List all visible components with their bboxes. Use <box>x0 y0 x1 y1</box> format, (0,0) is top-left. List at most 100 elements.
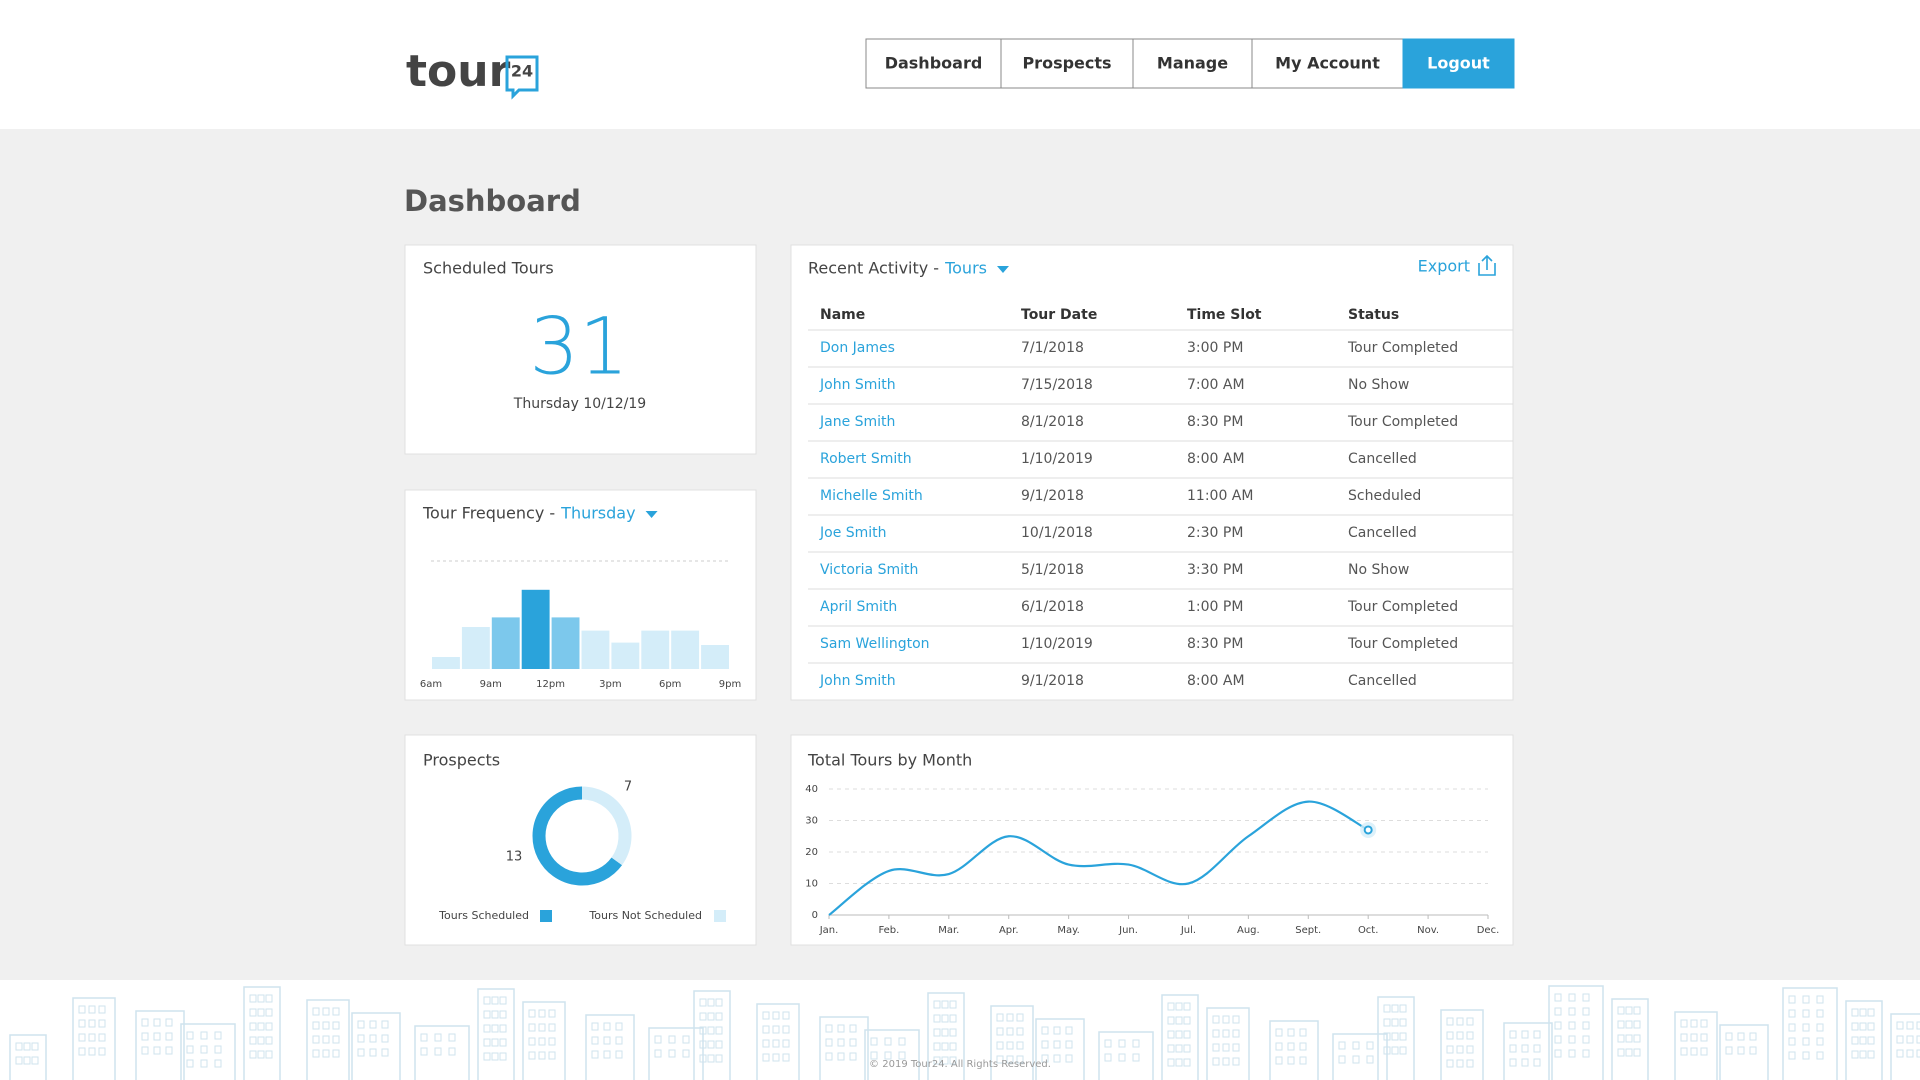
nav-button[interactable] <box>1000 38 1134 89</box>
data-label: 13 <box>506 850 523 865</box>
building <box>1440 1009 1484 1080</box>
window <box>214 1031 222 1040</box>
window <box>528 1037 536 1046</box>
nav-label[interactable]: My Account <box>1275 54 1380 73</box>
window <box>1053 1054 1061 1063</box>
window <box>1183 1058 1191 1067</box>
window <box>1456 1059 1464 1068</box>
filter-dropdown[interactable]: Tours <box>944 259 987 278</box>
window <box>332 1021 340 1030</box>
nav-button[interactable] <box>1132 38 1253 89</box>
window <box>1916 1049 1920 1058</box>
table-cell: Scheduled <box>1348 488 1421 504</box>
prospect-link[interactable]: Michelle Smith <box>820 488 923 504</box>
prospect-link[interactable]: John Smith <box>819 377 896 393</box>
window <box>837 1038 845 1047</box>
prospect-link[interactable]: April Smith <box>820 599 897 615</box>
window <box>1175 1058 1183 1067</box>
footer-text: © 2019 Tour24. All Rights Reserved. <box>869 1059 1051 1070</box>
building <box>1782 987 1838 1080</box>
column-header: Name <box>820 307 865 323</box>
window <box>762 1011 770 1020</box>
window <box>707 1054 715 1063</box>
donut-segment <box>581 786 632 866</box>
window <box>1521 1030 1529 1039</box>
window <box>1896 1035 1904 1044</box>
window <box>782 1039 790 1048</box>
table-cell: 11:00 AM <box>1187 488 1253 504</box>
nav-label[interactable]: Prospects <box>1022 54 1111 73</box>
prospect-link[interactable]: Joe Smith <box>819 525 887 541</box>
window <box>884 1051 892 1060</box>
window <box>15 1056 23 1065</box>
window <box>699 1012 707 1021</box>
window <box>1690 1019 1698 1028</box>
prospect-link[interactable]: Don James <box>820 340 895 356</box>
dropdown-caret[interactable] <box>645 511 658 518</box>
prospect-link[interactable]: Sam Wellington <box>820 636 930 652</box>
window <box>1391 1004 1399 1013</box>
nav-label[interactable]: Dashboard <box>885 54 983 73</box>
nav-label[interactable]: Logout <box>1427 54 1490 73</box>
window <box>1867 1036 1875 1045</box>
window <box>483 996 491 1005</box>
prospect-link[interactable]: Victoria Smith <box>820 562 918 578</box>
building <box>1377 996 1415 1080</box>
page-title: Dashboard <box>404 184 581 218</box>
x-tick-label: Jul. <box>1180 925 1196 936</box>
window <box>1582 1049 1590 1058</box>
window <box>870 1051 878 1060</box>
bar <box>611 642 640 669</box>
nav-label[interactable]: Manage <box>1157 54 1228 73</box>
window <box>1509 1058 1517 1067</box>
window <box>1625 1006 1633 1015</box>
window <box>1690 1033 1698 1042</box>
prospect-link[interactable]: John Smith <box>819 673 896 689</box>
window <box>933 1014 941 1023</box>
y-tick-label: 0 <box>812 910 818 921</box>
prospect-link[interactable]: Jane Smith <box>819 414 895 430</box>
window <box>1232 1043 1240 1052</box>
window <box>615 1036 623 1045</box>
window <box>265 1036 273 1045</box>
table-cell: 8:00 AM <box>1187 673 1245 689</box>
window <box>1859 1036 1867 1045</box>
bar <box>641 630 670 669</box>
window <box>1041 1054 1049 1063</box>
window <box>1183 1002 1191 1011</box>
prospect-link[interactable]: Robert Smith <box>820 451 912 467</box>
nav-button[interactable] <box>1251 38 1404 89</box>
window <box>1859 1050 1867 1059</box>
window <box>483 1024 491 1033</box>
window <box>1568 1035 1576 1044</box>
table-cell: No Show <box>1348 562 1409 578</box>
window <box>1338 1041 1346 1050</box>
export-icon[interactable] <box>1478 254 1496 276</box>
table-cell: 1:00 PM <box>1187 599 1243 615</box>
export-button[interactable]: Export <box>1418 257 1470 276</box>
window <box>591 1036 599 1045</box>
window <box>31 1042 39 1051</box>
building <box>1269 1020 1319 1080</box>
window <box>1509 1044 1517 1053</box>
window <box>1399 1004 1407 1013</box>
dropdown-caret[interactable] <box>996 266 1009 273</box>
building <box>756 1003 800 1080</box>
nav-button[interactable] <box>1402 38 1515 89</box>
window <box>141 1032 149 1041</box>
window <box>1132 1053 1140 1062</box>
filter-dropdown[interactable]: Thursday <box>560 504 635 523</box>
window <box>434 1033 442 1042</box>
window <box>1446 1017 1454 1026</box>
window <box>1788 1051 1796 1060</box>
window <box>312 1007 320 1016</box>
nav-button[interactable] <box>865 38 1002 89</box>
window <box>434 1047 442 1056</box>
window <box>1299 1056 1307 1065</box>
window <box>548 1051 556 1060</box>
bar <box>701 645 729 669</box>
table-cell: 3:00 PM <box>1187 340 1243 356</box>
building <box>1719 1024 1769 1080</box>
window <box>322 1049 330 1058</box>
window <box>941 1042 949 1051</box>
